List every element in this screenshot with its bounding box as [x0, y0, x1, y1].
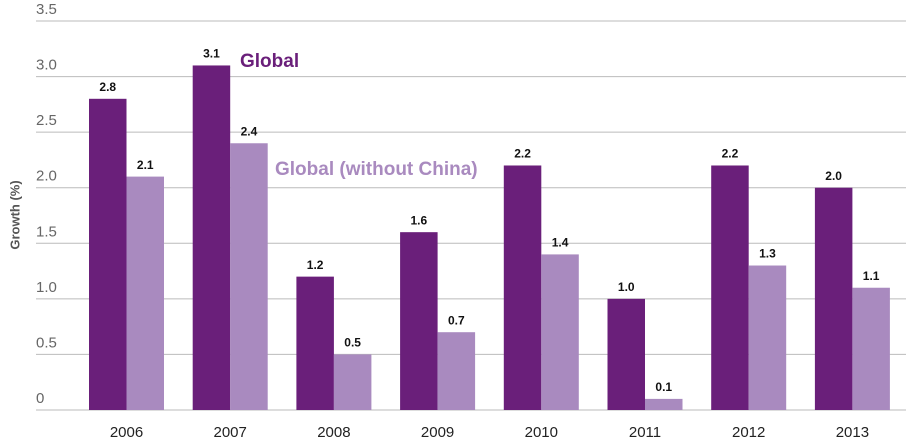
value-label: 1.6 — [411, 213, 428, 227]
bar — [503, 165, 542, 410]
legend-label: Global (without China) — [275, 159, 478, 180]
value-label: 2.1 — [137, 158, 154, 172]
value-label: 1.0 — [618, 280, 635, 294]
bar — [437, 332, 476, 410]
bar — [748, 265, 787, 410]
y-tick-label: 2.5 — [36, 112, 57, 129]
bar — [814, 187, 853, 410]
value-label: 3.1 — [203, 47, 220, 61]
x-tick-label: 2008 — [317, 424, 350, 441]
x-tick-label: 2013 — [836, 424, 869, 441]
bar — [126, 176, 164, 410]
value-label: 2.2 — [722, 147, 739, 161]
x-tick-label: 2010 — [525, 424, 558, 441]
value-label: 0.5 — [344, 336, 361, 350]
y-tick-label: 3.0 — [36, 57, 57, 74]
y-tick-label: 0.5 — [36, 334, 57, 351]
value-label: 1.2 — [307, 258, 324, 272]
y-tick-label: 1.5 — [36, 223, 57, 240]
y-tick-label: 1.0 — [36, 279, 57, 296]
value-label: 2.4 — [241, 124, 258, 138]
value-label: 0.1 — [655, 380, 672, 394]
legend-label: Global — [240, 51, 299, 72]
value-label: 1.4 — [552, 236, 569, 250]
value-label: 2.8 — [99, 80, 116, 94]
value-label: 1.1 — [863, 269, 880, 283]
bar — [192, 65, 231, 410]
bar — [852, 287, 890, 410]
bar — [645, 398, 683, 410]
x-tick-label: 2011 — [629, 424, 661, 441]
x-tick-label: 2007 — [214, 424, 247, 441]
bar — [607, 298, 645, 410]
x-tick-label: 2006 — [110, 424, 143, 441]
value-label: 0.7 — [448, 313, 465, 327]
bar — [89, 98, 127, 411]
bar — [230, 143, 268, 410]
y-axis-label: Growth (%) — [7, 180, 22, 249]
bar — [400, 232, 438, 410]
bar — [541, 254, 579, 410]
value-label: 1.3 — [759, 247, 776, 261]
x-tick-label: 2009 — [421, 424, 454, 441]
x-tick-label: 2012 — [732, 424, 765, 441]
bar — [333, 354, 372, 410]
y-tick-label: 0 — [36, 390, 44, 407]
value-label: 2.2 — [514, 147, 531, 161]
bar — [711, 165, 749, 410]
bar — [296, 276, 334, 410]
y-tick-label: 3.5 — [36, 1, 57, 18]
value-label: 2.0 — [825, 169, 842, 183]
y-tick-label: 2.0 — [36, 168, 57, 185]
